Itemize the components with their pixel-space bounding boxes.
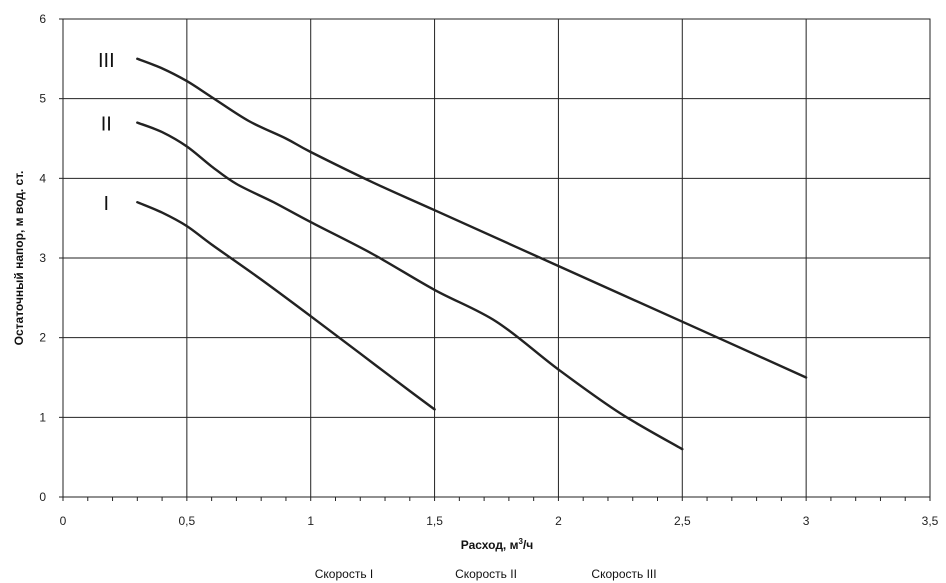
axes xyxy=(59,18,931,498)
y-tick-label: 6 xyxy=(39,12,46,26)
x-tick-label: 0 xyxy=(60,514,67,528)
x-minor-ticks xyxy=(62,497,931,501)
legend-entry-3: Скорость III xyxy=(591,567,656,581)
curve-label-1: I xyxy=(104,193,110,215)
y-tick-label: 2 xyxy=(39,331,46,345)
y-tick-label: 1 xyxy=(39,410,46,424)
legend-entry-2: Скорость II xyxy=(455,567,517,581)
grid xyxy=(62,18,931,498)
x-tick-label: 0,5 xyxy=(179,514,196,528)
series-lines xyxy=(136,57,808,451)
legend: Скорость I Скорость II Скорость III xyxy=(315,567,657,581)
x-tick-label: 1 xyxy=(307,514,314,528)
x-tick-label: 3,5 xyxy=(922,514,939,528)
y-tick-label: 0 xyxy=(39,490,46,504)
x-tick-label: 1,5 xyxy=(426,514,443,528)
y-tick-label: 3 xyxy=(39,251,46,265)
x-tick-label: 2,5 xyxy=(674,514,691,528)
plot-frame xyxy=(62,18,931,498)
series-line-3 xyxy=(136,57,808,379)
y-axis-title: Остаточный напор, м вод. ст. xyxy=(12,171,26,346)
y-tick-label: 5 xyxy=(39,92,46,106)
curve-label-3: III xyxy=(98,50,115,72)
curve-label-2: II xyxy=(101,114,112,136)
y-tick-label: 4 xyxy=(39,171,46,185)
x-tick-label: 2 xyxy=(555,514,562,528)
series-line-2 xyxy=(136,121,684,451)
x-tick-label: 3 xyxy=(803,514,810,528)
y-tick-labels: 0 1 2 3 4 5 6 xyxy=(39,12,46,504)
series-line-1 xyxy=(136,201,436,411)
x-tick-labels: 0 0,5 1 1,5 2 2,5 3 3,5 xyxy=(60,514,939,528)
x-axis-title: Расход, м3/ч xyxy=(461,537,534,552)
legend-entry-1: Скорость I xyxy=(315,567,374,581)
